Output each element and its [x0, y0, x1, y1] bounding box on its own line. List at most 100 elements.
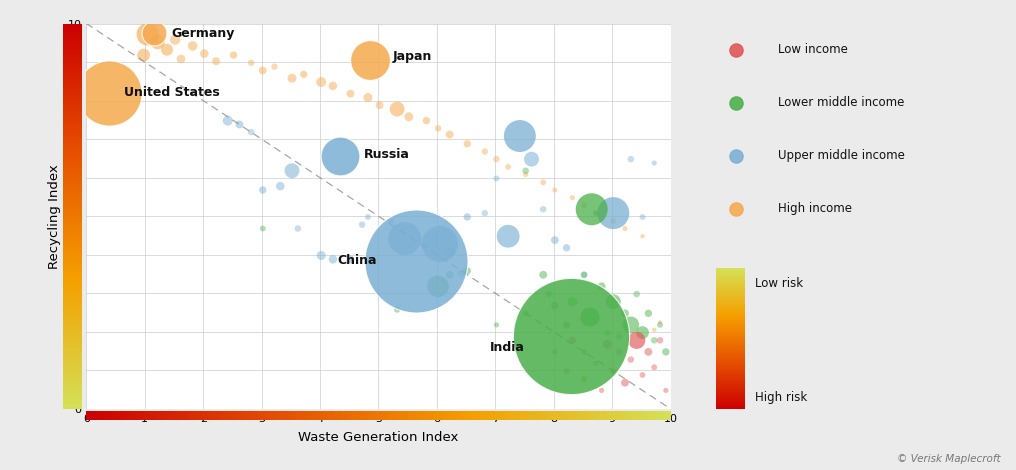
- Point: [634, 371, 650, 379]
- Point: [489, 156, 505, 163]
- Point: [576, 271, 592, 279]
- Point: [135, 51, 151, 59]
- Point: [283, 167, 300, 174]
- X-axis label: Waste Generation Index: Waste Generation Index: [299, 431, 458, 444]
- Text: Lower middle income: Lower middle income: [778, 96, 904, 110]
- Point: [576, 348, 592, 356]
- Point: [383, 217, 399, 225]
- Point: [342, 90, 359, 97]
- Text: Japan: Japan: [393, 50, 433, 63]
- Point: [167, 36, 183, 43]
- Point: [617, 379, 633, 386]
- Point: [541, 290, 557, 298]
- Point: [430, 125, 446, 132]
- Point: [564, 337, 580, 344]
- Point: [243, 128, 259, 136]
- Point: [272, 182, 289, 190]
- Point: [226, 51, 242, 59]
- Point: [640, 310, 656, 317]
- Point: [266, 63, 282, 70]
- Point: [517, 171, 533, 178]
- Point: [652, 337, 669, 344]
- Point: [593, 387, 610, 394]
- Point: [657, 348, 674, 356]
- Point: [576, 375, 592, 383]
- Point: [634, 233, 650, 240]
- Point: [389, 306, 405, 313]
- Point: [145, 29, 162, 37]
- Point: [599, 340, 616, 348]
- Point: [547, 186, 563, 194]
- Point: [547, 236, 563, 244]
- Point: [512, 132, 528, 140]
- Point: [101, 89, 117, 97]
- Point: [559, 321, 575, 329]
- Text: Russia: Russia: [364, 148, 409, 161]
- Text: © Verisk Maplecroft: © Verisk Maplecroft: [897, 454, 1001, 464]
- Point: [232, 121, 248, 128]
- Point: [535, 179, 552, 186]
- Point: [408, 257, 425, 264]
- Point: [564, 194, 580, 202]
- Point: [606, 368, 622, 375]
- Point: [563, 332, 579, 339]
- Point: [208, 57, 225, 65]
- Point: [419, 117, 435, 125]
- Point: [477, 209, 493, 217]
- Point: [442, 271, 458, 279]
- Point: [535, 271, 552, 279]
- Point: [646, 159, 662, 167]
- Point: [587, 209, 604, 217]
- Text: Low income: Low income: [778, 43, 848, 56]
- Point: [587, 360, 604, 367]
- Point: [313, 252, 329, 259]
- Point: [646, 337, 662, 344]
- Point: [325, 82, 341, 90]
- Point: [617, 310, 633, 317]
- Point: [646, 363, 662, 371]
- Point: [219, 117, 236, 125]
- Point: [459, 267, 475, 274]
- Point: [593, 282, 610, 290]
- Text: High income: High income: [778, 202, 852, 215]
- Point: [313, 78, 329, 86]
- Point: [611, 333, 627, 340]
- Point: [582, 313, 598, 321]
- Point: [652, 319, 669, 326]
- Point: [332, 153, 348, 160]
- Point: [362, 56, 378, 64]
- Point: [255, 67, 271, 74]
- Point: [535, 205, 552, 213]
- Point: [459, 213, 475, 221]
- Point: [629, 290, 645, 298]
- Point: [442, 248, 458, 255]
- Point: [185, 42, 201, 50]
- Point: [517, 167, 533, 174]
- Point: [325, 256, 341, 263]
- Point: [606, 209, 622, 217]
- Text: India: India: [490, 341, 524, 354]
- Point: [290, 225, 306, 232]
- Point: [354, 221, 370, 228]
- Point: [477, 148, 493, 155]
- Point: [255, 225, 271, 232]
- Point: [623, 356, 639, 363]
- Text: High risk: High risk: [755, 391, 807, 404]
- Point: [547, 302, 563, 309]
- Point: [360, 213, 376, 221]
- Point: [576, 202, 592, 209]
- Point: [623, 156, 639, 163]
- Point: [634, 329, 650, 337]
- Point: [657, 387, 674, 394]
- Point: [517, 310, 533, 317]
- Point: [646, 326, 662, 334]
- Point: [196, 50, 212, 57]
- Point: [640, 348, 656, 356]
- Point: [149, 38, 166, 46]
- Point: [459, 140, 475, 148]
- Text: Low risk: Low risk: [755, 277, 803, 290]
- Point: [634, 213, 650, 221]
- Point: [489, 321, 505, 329]
- Point: [559, 244, 575, 251]
- Point: [652, 321, 669, 329]
